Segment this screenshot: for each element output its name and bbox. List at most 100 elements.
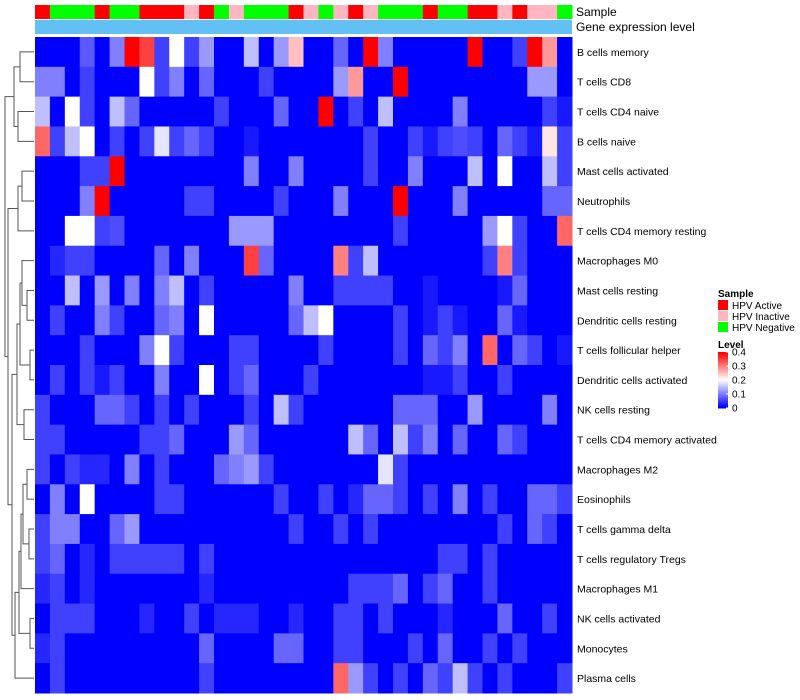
heatmap-cell — [169, 66, 185, 98]
heatmap-cell — [363, 186, 379, 217]
heatmap-cell — [407, 365, 424, 396]
heatmap-cell — [512, 603, 528, 634]
heatmap-cell — [437, 365, 454, 396]
heatmap-cell — [348, 156, 364, 187]
dendrogram-branch — [14, 591, 34, 679]
heatmap-cell — [273, 126, 290, 157]
heatmap-cell — [139, 156, 155, 187]
heatmap-cell — [288, 514, 304, 545]
heatmap-cell — [557, 215, 573, 247]
heatmap-cell — [542, 484, 558, 515]
legend-swatch — [718, 311, 728, 321]
heatmap-cell — [258, 275, 275, 306]
row-label: NK cells resting — [577, 405, 650, 417]
heatmap-cell — [542, 96, 558, 127]
heatmap-cell — [348, 633, 364, 664]
heatmap-cell — [363, 514, 379, 545]
heatmap-cell — [139, 96, 155, 127]
heatmap-cell — [527, 66, 543, 98]
level-gradient-step — [718, 403, 728, 406]
sample-annotation-cell — [154, 5, 170, 19]
heatmap-cell — [467, 484, 483, 515]
heatmap-cell — [407, 454, 424, 485]
sample-annotation-cell — [214, 5, 230, 19]
heatmap-cell — [94, 186, 111, 217]
heatmap-cell — [49, 156, 66, 187]
heatmap-cell — [273, 543, 290, 575]
level-gradient-step — [718, 361, 728, 364]
level-gradient-step — [718, 385, 728, 388]
sample-annotation-cell — [422, 5, 439, 19]
heatmap-cell — [497, 603, 513, 634]
row-label: NK cells activated — [577, 613, 661, 625]
heatmap-cell — [64, 365, 81, 396]
heatmap-cell — [333, 543, 349, 575]
heatmap-cell — [169, 663, 185, 694]
heatmap-cell — [422, 66, 439, 98]
dendrogram-branch — [17, 185, 34, 232]
sample-annotation-cell — [94, 5, 111, 19]
heatmap-cell — [273, 186, 290, 217]
heatmap-cell — [497, 365, 513, 396]
heatmap-cell — [348, 186, 364, 217]
heatmap-cell — [482, 305, 498, 336]
heatmap-cell — [542, 275, 558, 306]
heatmap-cell — [214, 603, 230, 634]
heatmap-cell — [154, 424, 170, 455]
heatmap-cell — [348, 66, 364, 98]
heatmap-cell — [243, 514, 260, 545]
heatmap-cell — [422, 633, 439, 664]
heatmap-cell — [407, 245, 424, 277]
heatmap-cell — [542, 37, 558, 68]
heatmap-cell — [214, 633, 230, 664]
heatmap-cell — [557, 633, 573, 664]
heatmap-cell — [184, 454, 200, 485]
heatmap-cell — [228, 186, 245, 217]
heatmap-cell — [407, 186, 424, 217]
heatmap-cell — [199, 245, 215, 277]
heatmap-cell — [497, 633, 513, 664]
heatmap-cell — [154, 275, 170, 306]
heatmap-cell — [333, 484, 349, 515]
heatmap-cell — [184, 126, 200, 157]
heatmap-cell — [79, 394, 96, 426]
heatmap-cell — [348, 245, 364, 277]
heatmap-cell — [49, 514, 66, 545]
heatmap-cell — [184, 245, 200, 277]
heatmap-cell — [512, 394, 528, 426]
heatmap-cell — [228, 454, 245, 485]
heatmap-cell — [64, 215, 81, 247]
heatmap-cell — [482, 126, 498, 157]
heatmap-cell — [542, 394, 558, 426]
heatmap-cell — [542, 424, 558, 455]
heatmap-cell — [437, 275, 454, 306]
sample-annotation-cell — [109, 5, 125, 19]
sample-annotation-cell — [363, 5, 379, 19]
gene-expression-annotation-bar — [35, 20, 572, 34]
heatmap-cell — [64, 156, 81, 187]
heatmap-cell — [214, 305, 230, 336]
heatmap-cell — [139, 365, 155, 396]
heatmap-cell — [407, 37, 424, 68]
heatmap-cell — [243, 245, 260, 277]
heatmap-cell — [467, 186, 483, 217]
heatmap-cell — [333, 633, 349, 664]
heatmap-cell — [422, 603, 439, 634]
heatmap-cell — [348, 603, 364, 634]
heatmap-cell — [512, 186, 528, 217]
sample-annotation-cell — [482, 5, 498, 19]
heatmap-cell — [273, 275, 290, 306]
heatmap-cell — [124, 424, 140, 455]
heatmap-cell — [35, 305, 51, 336]
level-gradient-step — [718, 367, 728, 370]
heatmap-cell — [154, 245, 170, 277]
heatmap-cell — [79, 543, 96, 575]
heatmap-cell — [258, 215, 275, 247]
heatmap-cell — [482, 573, 498, 605]
heatmap-cell — [497, 66, 513, 98]
heatmap-cell — [422, 454, 439, 485]
heatmap-cell — [154, 335, 170, 366]
heatmap-cell — [557, 335, 573, 366]
heatmap-cell — [393, 96, 409, 127]
heatmap-cell — [228, 335, 245, 366]
